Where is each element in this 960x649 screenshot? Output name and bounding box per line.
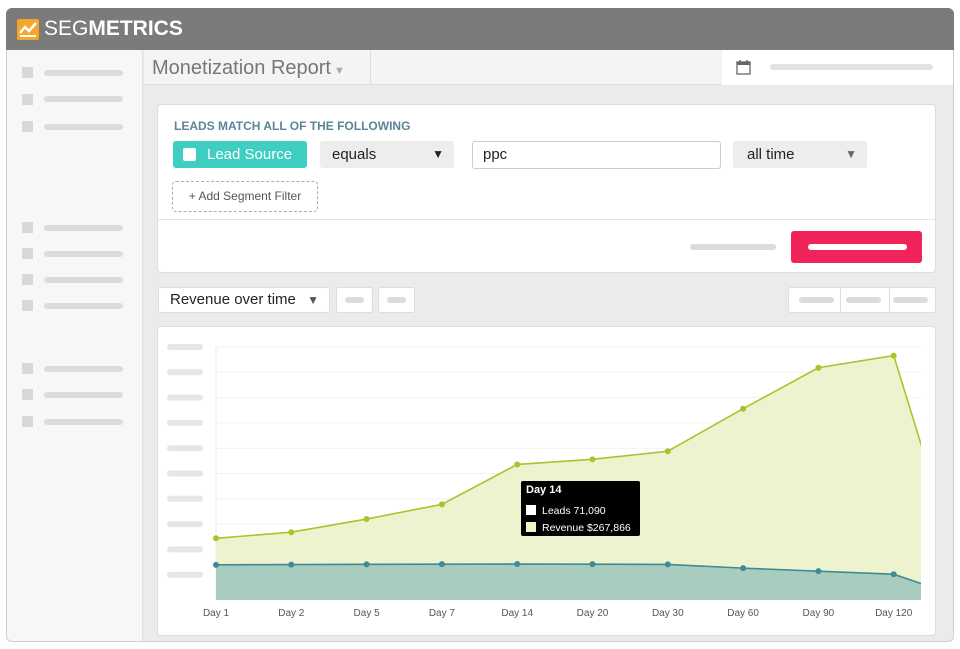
chart: Day 1 Day 2 Day 5 Day 7 Day 14 Day 20 Day 30 Da… (167, 344, 921, 619)
placeholder-link (690, 244, 776, 250)
area-fill (216, 564, 921, 600)
data-point (363, 516, 370, 523)
data-point (740, 565, 747, 572)
y-tick-placeholder (167, 369, 203, 376)
y-tick-placeholder (167, 470, 203, 477)
tooltip-item: Revenue $267,866 (542, 522, 631, 534)
x-tick-label: Day 90 (803, 608, 835, 619)
calendar-icon (736, 60, 751, 75)
x-tick-label: Day 5 (354, 608, 381, 619)
y-tick-placeholder (167, 394, 203, 401)
y-tick-placeholder (167, 521, 203, 528)
value-text: ppc (483, 146, 508, 163)
operator-select[interactable]: equals ▼ (320, 141, 454, 168)
data-point (589, 561, 596, 568)
tooltip-item: Leads 71,090 (542, 505, 606, 517)
x-tick-label: Day 14 (501, 608, 533, 619)
x-tick-label: Day 2 (278, 608, 305, 619)
operator-label: equals (332, 146, 377, 163)
value-input[interactable]: ppc (472, 141, 721, 169)
range-label: all time (747, 146, 795, 163)
toggle-button[interactable] (336, 287, 373, 313)
tooltip-title: Day 14 (526, 484, 562, 496)
logo-icon (17, 19, 39, 40)
tooltip-swatch (526, 505, 536, 515)
field-button[interactable]: Lead Source (173, 141, 307, 168)
data-point (740, 405, 747, 412)
field-label: Lead Source (207, 146, 293, 163)
sidebar (7, 50, 143, 641)
data-point (288, 561, 295, 568)
x-tick-label: Day 30 (652, 608, 684, 619)
data-point (438, 561, 445, 568)
filter-divider (158, 219, 935, 220)
y-tick-placeholder (167, 495, 203, 502)
data-point (514, 561, 521, 568)
tooltip-swatch (526, 522, 536, 532)
toggle-button[interactable] (378, 287, 415, 313)
report-title-text: Monetization Report (152, 57, 331, 79)
y-tick-placeholder (167, 546, 203, 553)
logo-glyph (19, 22, 37, 37)
add-filter-label: + Add Segment Filter (188, 189, 302, 203)
data-point (438, 501, 445, 508)
metric-label: Revenue over time (170, 291, 296, 308)
y-tick-placeholder (167, 344, 203, 350)
y-tick-placeholder (167, 445, 203, 452)
data-point (815, 364, 822, 371)
apply-button[interactable] (791, 231, 922, 263)
y-tick-placeholder (167, 419, 203, 426)
x-tick-label: Day 20 (577, 608, 609, 619)
data-point (363, 561, 370, 568)
header-bar (6, 8, 954, 50)
tooltip-value: $267,866 (587, 522, 631, 534)
brand: SEGMETRICS (44, 17, 183, 41)
data-point (664, 448, 671, 455)
segment-group[interactable] (788, 287, 936, 313)
date-picker[interactable] (722, 50, 953, 85)
range-select[interactable]: all time ▼ (733, 141, 867, 168)
x-tick-label: Day 7 (429, 608, 456, 619)
brand-bold: METRICS (88, 17, 183, 40)
report-title[interactable]: Monetization Report ▼ (152, 57, 345, 79)
tooltip (521, 481, 640, 536)
y-tick-placeholder (167, 571, 203, 578)
data-point (664, 561, 671, 568)
data-point (213, 561, 219, 568)
tooltip-series-name: Revenue (542, 522, 584, 534)
add-filter-button[interactable]: + Add Segment Filter (172, 181, 318, 212)
filter-heading: LEADS MATCH ALL OF THE FOLLOWING (174, 119, 411, 133)
brand-light: SEG (44, 17, 89, 40)
data-point (288, 529, 295, 536)
tooltip-series-name: Leads (542, 505, 571, 517)
area-fill (216, 355, 921, 600)
data-point (514, 461, 521, 468)
tooltip-value: 71,090 (574, 505, 606, 517)
data-point (890, 352, 897, 359)
data-point (213, 535, 219, 542)
data-point (890, 571, 897, 578)
x-tick-label: Day 120 (875, 608, 913, 619)
metric-select[interactable]: Revenue over time ▼ (158, 287, 330, 313)
x-tick-label: Day 1 (203, 608, 230, 619)
x-tick-label: Day 60 (727, 608, 759, 619)
data-point (589, 456, 596, 463)
data-point (815, 568, 822, 575)
topbar-divider (370, 50, 371, 85)
